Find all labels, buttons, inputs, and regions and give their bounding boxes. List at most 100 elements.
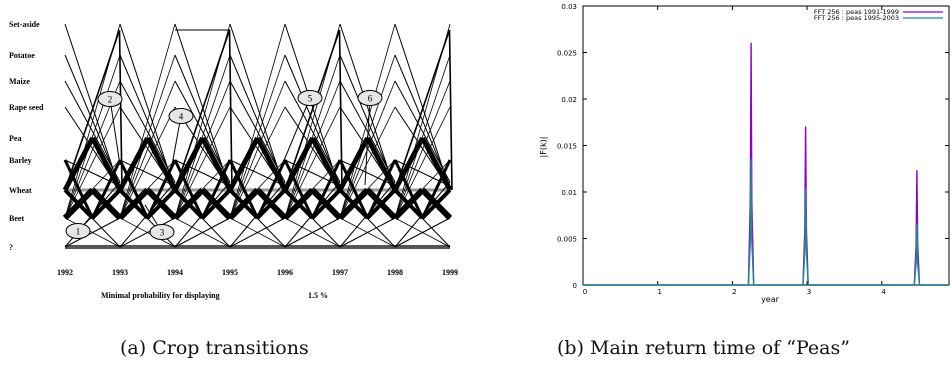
y-tick-label: 0 <box>573 282 577 290</box>
thick-transition <box>173 159 204 219</box>
thick-transition <box>228 159 259 219</box>
callout-label: 1 <box>76 227 81 237</box>
thick-transition <box>173 188 204 220</box>
thick-transition <box>392 136 425 192</box>
year-label: 1998 <box>387 268 403 277</box>
plot-frame <box>582 5 950 286</box>
x-tick-label: 4 <box>882 288 887 296</box>
caption-b: (b) Main return time of “Peas” <box>557 337 850 359</box>
thick-transition <box>91 159 122 219</box>
callout-label: 5 <box>308 94 313 104</box>
thin-transition <box>394 54 451 219</box>
thick-transition <box>201 188 232 220</box>
thin-transition <box>339 106 396 219</box>
thick-transition <box>256 188 287 220</box>
crop-label: Barley <box>9 156 32 165</box>
callout-arrow <box>171 115 182 166</box>
thin-transition <box>394 80 451 183</box>
x-tick-label: 3 <box>807 288 811 296</box>
year-label: 1999 <box>442 268 458 277</box>
callout-label: 4 <box>179 112 184 122</box>
thin-transition <box>284 106 341 219</box>
thin-transition <box>448 29 453 191</box>
x-tick-label: 0 <box>583 288 587 296</box>
thin-transition <box>64 217 121 248</box>
y-tick-label: 0.03 <box>561 3 577 11</box>
thick-transition <box>145 136 178 192</box>
legend-label: FFT 256 : peas 1991-1999 <box>814 8 899 16</box>
thin-transition <box>284 80 341 183</box>
thin-transition <box>174 80 231 183</box>
thin-transition <box>174 217 231 248</box>
thin-transition <box>339 217 396 248</box>
thin-transition <box>64 80 121 183</box>
thin-transition <box>339 23 396 191</box>
thin-transition <box>119 80 176 183</box>
thick-transition <box>366 159 397 219</box>
callout-bubble <box>149 224 175 240</box>
x-tick-label: 1 <box>657 288 661 296</box>
thin-transition <box>119 54 176 219</box>
thin-transition <box>119 23 176 191</box>
thick-transition <box>365 136 398 192</box>
thick-transition <box>283 159 314 219</box>
thin-transition <box>229 23 286 191</box>
thin-transition <box>394 80 451 219</box>
thick-transition <box>337 136 370 192</box>
thin-transition <box>64 23 121 191</box>
callout-bubble <box>357 90 383 106</box>
thin-transition <box>119 80 176 219</box>
series-line <box>583 43 949 286</box>
thick-transition <box>172 136 205 192</box>
callout-arrow <box>279 97 311 171</box>
thick-transition <box>117 136 150 192</box>
year-label: 1994 <box>167 268 183 277</box>
year-label: 1997 <box>332 268 348 277</box>
y-tick-label: 0.025 <box>557 50 577 58</box>
crop-label: Rape seed <box>9 103 44 112</box>
thin-transition <box>284 80 341 219</box>
year-label: 1992 <box>57 268 73 277</box>
thick-transition <box>338 188 369 220</box>
crop-label: Potatoe <box>9 51 35 60</box>
crop-label: Wheat <box>9 186 32 195</box>
x-tick-label: 2 <box>732 288 736 296</box>
thick-transition <box>228 188 259 220</box>
thin-transition <box>284 217 341 248</box>
thin-transition <box>284 23 341 191</box>
crop-label: Beet <box>9 214 24 223</box>
peak-point <box>804 126 807 128</box>
callout-label: 6 <box>368 94 373 104</box>
crop-label: Pea <box>9 134 21 143</box>
thin-transition <box>394 23 451 191</box>
thick-transition <box>421 188 452 220</box>
thick-transition <box>63 188 94 220</box>
thin-transition <box>229 106 286 219</box>
thick-transition <box>90 136 123 192</box>
callout-arrow <box>364 97 371 186</box>
x-axis-label: year <box>761 295 780 304</box>
thick-transition <box>283 188 314 220</box>
thin-transition <box>284 54 341 219</box>
peak-point <box>750 158 752 161</box>
thin-transition <box>119 106 176 219</box>
callout-bubble <box>97 91 123 107</box>
year-label: 1993 <box>112 268 128 277</box>
y-tick-label: 0.015 <box>557 143 577 151</box>
crop-label: ? <box>9 243 13 252</box>
thick-transition <box>227 136 260 192</box>
y-tick-label: 0.005 <box>557 236 577 244</box>
thin-transition <box>64 54 121 219</box>
callout-label: 2 <box>108 95 113 105</box>
series-line <box>583 159 949 286</box>
thick-transition <box>146 188 177 220</box>
crop-label: Set-aside <box>9 20 40 29</box>
thick-transition <box>310 136 343 192</box>
thick-transition <box>366 188 397 220</box>
thin-transition <box>174 80 231 219</box>
thick-transition <box>91 188 122 220</box>
thick-transition <box>255 136 288 192</box>
thin-transition <box>229 54 286 219</box>
